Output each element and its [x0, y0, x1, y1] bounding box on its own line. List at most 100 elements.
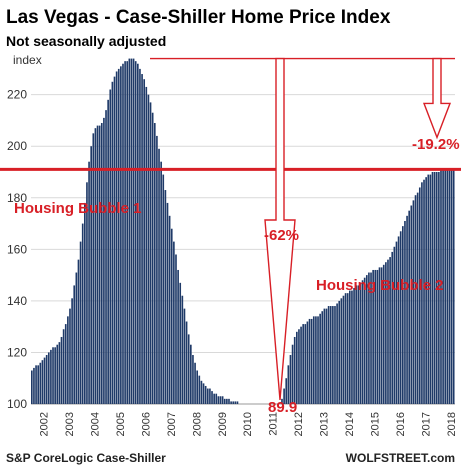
bar: [306, 321, 309, 404]
bar: [223, 398, 226, 404]
bar: [319, 313, 321, 404]
bar: [219, 396, 222, 404]
bar: [336, 303, 338, 404]
bar: [234, 401, 237, 404]
bar: [370, 272, 372, 404]
bar: [217, 396, 220, 404]
bar: [334, 306, 336, 404]
chart-title: Las Vegas - Case-Shiller Home Price Inde…: [6, 7, 391, 28]
bar: [139, 68, 141, 404]
brand-watermark: WOLFSTREET.com: [346, 451, 455, 465]
bar: [395, 241, 398, 404]
bar: [380, 267, 383, 404]
label-housing-bubble-2: Housing Bubble 2: [316, 277, 444, 294]
bar: [285, 378, 288, 404]
bar: [450, 169, 453, 404]
x-tick-2005: 2005: [115, 412, 127, 436]
bar: [158, 148, 160, 404]
bar: [232, 401, 235, 404]
bar: [147, 94, 150, 405]
bar: [190, 344, 192, 404]
bar: [166, 202, 169, 404]
bar: [62, 329, 65, 404]
bar: [425, 177, 427, 404]
bar: [300, 326, 302, 404]
bar: [31, 370, 33, 404]
bar: [402, 226, 404, 404]
bar: [344, 293, 347, 404]
bar: [332, 306, 334, 404]
bar: [145, 86, 148, 405]
bar: [325, 308, 328, 404]
y-tick-140: 140: [7, 294, 27, 308]
bar: [209, 388, 211, 404]
bar: [183, 308, 186, 404]
bar: [215, 393, 218, 404]
bar: [302, 324, 305, 404]
x-tick-2003: 2003: [64, 412, 76, 436]
bar: [357, 285, 360, 404]
bar: [200, 380, 203, 404]
bar: [382, 264, 385, 404]
x-tick-2013: 2013: [319, 412, 331, 436]
bar: [143, 79, 146, 404]
bar: [194, 362, 196, 404]
bar: [69, 308, 71, 404]
bar: [221, 396, 224, 404]
x-tick-2012: 2012: [293, 412, 305, 436]
bar: [317, 316, 319, 404]
bar: [406, 215, 408, 404]
bar: [202, 383, 205, 404]
bar: [308, 318, 311, 404]
bar: [137, 63, 139, 404]
bar: [122, 63, 124, 404]
x-tick-2014: 2014: [344, 412, 356, 436]
bar: [230, 401, 232, 404]
bar: [355, 285, 358, 404]
bar: [164, 190, 167, 404]
y-axis-label: index: [13, 53, 42, 67]
bar: [100, 123, 103, 405]
source-note: S&P CoreLogic Case-Shiller: [6, 451, 166, 465]
bar: [438, 172, 440, 404]
bar: [329, 306, 332, 404]
y-tick-200: 200: [7, 139, 27, 153]
x-tick-2010: 2010: [242, 412, 254, 436]
bar: [327, 306, 330, 404]
bar: [109, 89, 112, 404]
bar: [433, 172, 436, 404]
bar: [192, 355, 194, 404]
bar: [429, 174, 432, 404]
bar: [170, 228, 173, 404]
bar: [346, 293, 349, 404]
bars: [31, 58, 455, 405]
bar: [391, 251, 394, 404]
bar: [111, 81, 114, 404]
bar: [376, 269, 379, 404]
bar: [287, 365, 290, 404]
bar: [162, 174, 165, 404]
bar: [168, 215, 171, 404]
bar: [361, 280, 364, 404]
bar: [416, 192, 419, 404]
bar: [79, 241, 82, 404]
bar: [71, 298, 73, 404]
bar: [342, 295, 345, 404]
bar: [359, 282, 362, 404]
bar: [226, 398, 228, 404]
below-peak-arrow: [422, 57, 452, 140]
bar: [372, 269, 374, 404]
bar: [96, 125, 99, 404]
annotations: [0, 57, 461, 401]
label-below-peak-percent: -19.2%: [412, 136, 460, 153]
bar: [204, 385, 207, 404]
bar: [92, 133, 95, 404]
bar: [81, 223, 84, 404]
bar: [126, 61, 129, 404]
bar: [43, 357, 46, 404]
bar: [399, 231, 402, 404]
bar: [206, 388, 209, 404]
label-trough-value: 89.9: [268, 399, 297, 416]
bar: [160, 161, 162, 404]
bar: [75, 272, 78, 404]
